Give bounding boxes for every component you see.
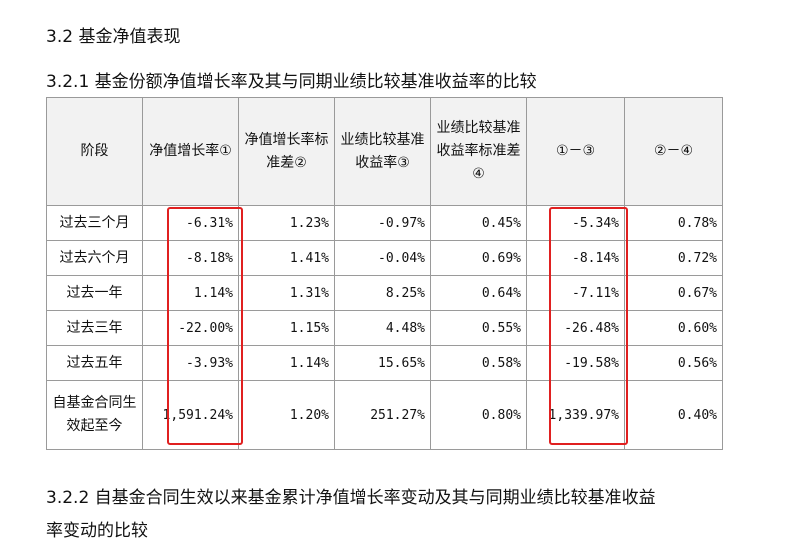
row-period: 过去三年 [46,310,143,346]
cell-diff-1-3: -26.48% [526,310,625,346]
section-title: 3.2 基金净值表现 [46,27,181,47]
cell-diff-2-4: 0.67% [624,275,723,311]
row-period: 自基金合同生效起至今 [46,380,143,450]
cell-nav-growth: 1,591.24% [142,380,239,450]
cell-benchmark-return: 8.25% [334,275,431,311]
cell-nav-growth-std: 1.15% [238,310,335,346]
cell-benchmark-return: -0.04% [334,240,431,276]
row-period: 过去六个月 [46,240,143,276]
row-period: 过去一年 [46,275,143,311]
table-row: 自基金合同生效起至今 1,591.24% 1.20% 251.27% 0.80%… [46,380,723,450]
cell-benchmark-std: 0.58% [430,345,527,381]
cell-nav-growth-std: 1.23% [238,205,335,241]
cell-benchmark-std: 0.55% [430,310,527,346]
highlight-box-diff-1-3 [549,207,628,445]
cell-diff-2-4: 0.72% [624,240,723,276]
cell-diff-2-4: 0.78% [624,205,723,241]
cell-benchmark-return: 4.48% [334,310,431,346]
header-diff-2-4: ②－④ [624,97,723,206]
cell-benchmark-std: 0.64% [430,275,527,311]
cell-benchmark-std: 0.80% [430,380,527,450]
nav-performance-table: 阶段 净值增长率① 净值增长率标准差② 业绩比较基准收益率③ 业绩比较基准收益率… [46,97,723,450]
header-nav-growth-std: 净值增长率标准差② [238,97,335,206]
cell-nav-growth: 1.14% [142,275,239,311]
cell-diff-1-3: 1,339.97% [526,380,625,450]
table-row: 过去三个月 -6.31% 1.23% -0.97% 0.45% -5.34% 0… [46,205,723,241]
cell-nav-growth-std: 1.20% [238,380,335,450]
cell-benchmark-std: 0.69% [430,240,527,276]
cell-nav-growth: -8.18% [142,240,239,276]
next-subsection-title-line2: 率变动的比较 [46,521,148,541]
cell-nav-growth-std: 1.31% [238,275,335,311]
cell-nav-growth: -6.31% [142,205,239,241]
highlight-box-nav-growth [167,207,243,445]
next-subsection-title-line1: 3.2.2 自基金合同生效以来基金累计净值增长率变动及其与同期业绩比较基准收益 [46,488,656,508]
subsection-title: 3.2.1 基金份额净值增长率及其与同期业绩比较基准收益率的比较 [46,72,537,92]
row-period: 过去五年 [46,345,143,381]
cell-diff-2-4: 0.60% [624,310,723,346]
cell-nav-growth-std: 1.41% [238,240,335,276]
cell-diff-2-4: 0.40% [624,380,723,450]
header-nav-growth: 净值增长率① [142,97,239,206]
cell-benchmark-return: -0.97% [334,205,431,241]
cell-diff-2-4: 0.56% [624,345,723,381]
header-benchmark-return: 业绩比较基准收益率③ [334,97,431,206]
table-row: 过去一年 1.14% 1.31% 8.25% 0.64% -7.11% 0.67… [46,275,723,311]
cell-nav-growth-std: 1.14% [238,345,335,381]
header-benchmark-std: 业绩比较基准收益率标准差④ [430,97,527,206]
cell-benchmark-return: 15.65% [334,345,431,381]
table-header-row: 阶段 净值增长率① 净值增长率标准差② 业绩比较基准收益率③ 业绩比较基准收益率… [46,97,723,206]
cell-benchmark-return: 251.27% [334,380,431,450]
header-diff-1-3: ①－③ [526,97,625,206]
row-period: 过去三个月 [46,205,143,241]
header-period: 阶段 [46,97,143,206]
cell-benchmark-std: 0.45% [430,205,527,241]
table-row: 过去五年 -3.93% 1.14% 15.65% 0.58% -19.58% 0… [46,345,723,381]
